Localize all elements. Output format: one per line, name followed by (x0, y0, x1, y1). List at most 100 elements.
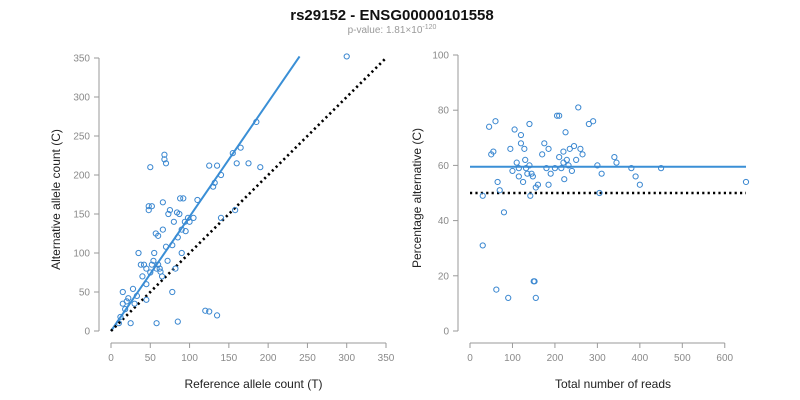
left-data-point (217, 214, 225, 221)
right-data-point (551, 165, 559, 172)
right-data-point (526, 120, 533, 128)
right-data-point (742, 178, 750, 186)
right-data-point (611, 154, 618, 161)
left-data-point (139, 273, 146, 280)
right-x-tick-label: 100 (504, 353, 521, 364)
left-data-point (206, 308, 213, 315)
right-data-point (515, 173, 522, 180)
right-data-point (493, 286, 500, 293)
left-data-point (170, 218, 177, 225)
right-data-point (539, 151, 546, 158)
left-data-point (159, 226, 166, 233)
left-y-tick-label: 50 (79, 288, 91, 299)
left-data-point (178, 249, 185, 257)
right-data-point (598, 170, 605, 177)
right-data-point (556, 154, 563, 161)
left-x-tick-label: 100 (181, 353, 198, 364)
left-data-point (145, 207, 152, 214)
right-x-tick-label: 300 (589, 353, 606, 364)
left-data-point (147, 164, 154, 171)
right-y-axis-label: Percentage alternative (C) (410, 128, 424, 268)
left-x-tick-label: 250 (299, 353, 316, 364)
right-data-point (524, 170, 531, 177)
left-data-point (143, 281, 150, 288)
right-data-point (507, 145, 514, 152)
right-data-point (511, 126, 518, 133)
left-data-point (180, 195, 187, 202)
left-data-point (143, 265, 150, 272)
left-data-point (153, 320, 160, 327)
pvalue-exponent: -120 (422, 24, 436, 31)
right-y-tick-label: 60 (438, 161, 450, 172)
right-data-point (577, 145, 584, 152)
right-x-tick-label: 400 (632, 353, 649, 364)
right-data-point (479, 192, 486, 199)
left-x-tick-label: 50 (145, 353, 157, 364)
right-data-point (521, 145, 528, 152)
right-data-point (515, 165, 522, 172)
right-data-point (553, 112, 561, 119)
left-data-point (127, 320, 134, 327)
left-x-tick-label: 0 (108, 353, 114, 364)
left-data-point (257, 164, 264, 171)
left-scatter-panel: 0 50 100 150 200 250 300 350 0 50 100 150 200 250 300 3… (49, 53, 395, 391)
right-data-point (566, 145, 573, 152)
left-data-point (165, 210, 172, 218)
left-data-point (155, 232, 162, 239)
left-x-axis-label: Reference allele count (T) (184, 377, 322, 391)
left-data-point (133, 292, 141, 299)
left-reference-line (110, 57, 387, 332)
left-data-point (147, 269, 154, 276)
right-y-tick-label: 80 (438, 106, 450, 117)
right-data-point (513, 159, 520, 166)
left-data-point (131, 300, 138, 307)
left-data-point (122, 306, 129, 313)
right-data-point (556, 112, 563, 119)
left-y-axis-label: Alternative allele count (C) (49, 129, 63, 270)
left-data-point (169, 288, 176, 296)
right-data-point (479, 242, 486, 249)
left-data-point (143, 296, 150, 303)
right-data-point (547, 170, 554, 177)
pvalue-label: p-value: 1.81×10-120 (348, 24, 437, 36)
left-data-point (186, 218, 193, 225)
left-data-point (253, 118, 260, 126)
left-x-tick-label: 150 (221, 353, 238, 364)
left-data-point (194, 196, 201, 204)
right-data-point (490, 148, 497, 155)
right-data-point (561, 176, 568, 183)
right-data-point (636, 181, 643, 188)
left-data-point (177, 195, 184, 202)
right-data-point (657, 165, 665, 172)
left-data-point (169, 242, 176, 249)
right-data-point (505, 294, 512, 301)
right-y-tick-label: 20 (438, 271, 450, 282)
left-data-point (161, 156, 168, 163)
right-data-point (529, 173, 536, 180)
left-y-tick-label: 150 (73, 210, 90, 221)
right-data-point (613, 159, 620, 166)
left-data-point (245, 160, 252, 167)
left-data-point (211, 179, 218, 186)
left-data-point (158, 273, 166, 280)
right-data-point (526, 162, 533, 169)
right-data-point (575, 104, 582, 111)
left-data-point (213, 162, 221, 169)
right-data-point (492, 118, 499, 125)
pvalue-text: p-value: 1.81×10 (348, 25, 423, 36)
left-data-point (115, 320, 122, 327)
left-x-tick-label: 350 (378, 353, 395, 364)
right-data-point (527, 192, 534, 199)
left-data-point (135, 249, 142, 257)
right-data-point (496, 187, 503, 194)
left-data-point (172, 265, 179, 272)
left-data-point (178, 226, 185, 233)
left-data-point (174, 234, 181, 241)
left-data-point (164, 257, 171, 264)
right-y-tick-label: 40 (438, 216, 450, 227)
right-data-point (519, 178, 527, 186)
right-x-tick-label: 0 (467, 353, 473, 364)
left-data-point (176, 210, 183, 218)
right-data-point (494, 178, 501, 186)
